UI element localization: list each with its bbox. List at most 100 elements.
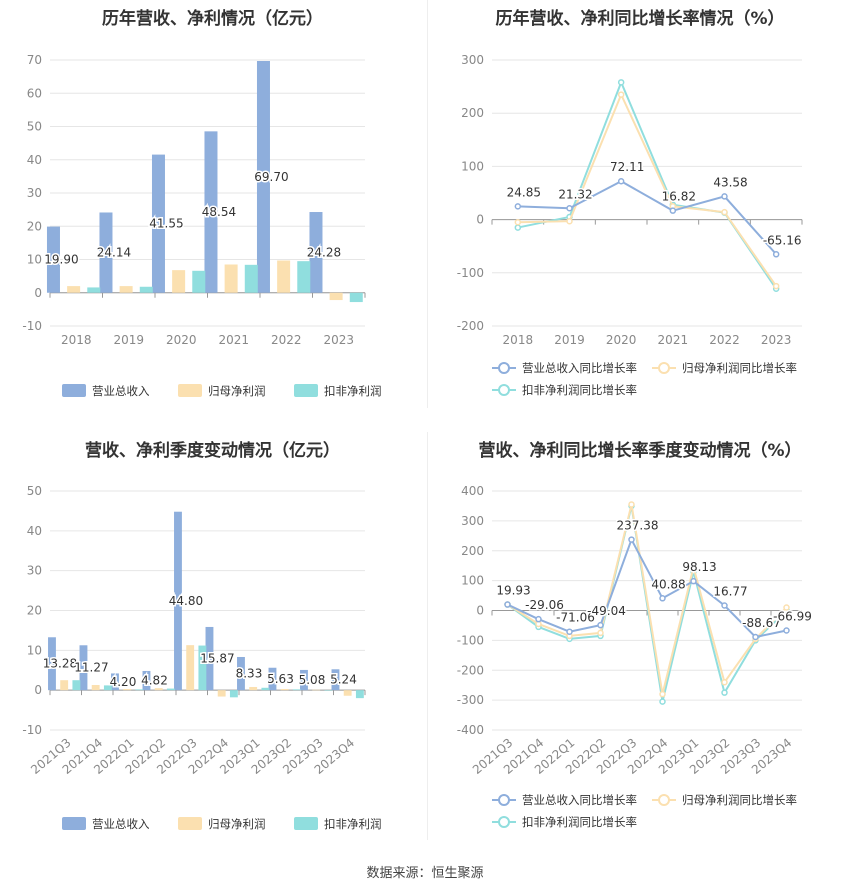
annual-amount-chart-panel: 历年营收、净利情况（亿元） -10 0 10 20 30 40 50 60 70 2018 2019…: [0, 0, 425, 410]
series-point: [783, 604, 790, 611]
x-tick-label: 2021: [218, 333, 249, 347]
bar-deducted-profit: [261, 687, 270, 691]
data-label: 24.85: [507, 185, 541, 199]
bar-revenue: [237, 656, 245, 691]
y-tick-label: 30: [27, 564, 42, 578]
bar-revenue: [48, 637, 56, 691]
y-tick-label: 0: [34, 683, 42, 697]
series-point: [669, 207, 677, 214]
series-point: [783, 627, 790, 634]
y-tick-label: 0: [34, 286, 42, 300]
legend: 营业总收入 归母净利润 扣非净利润: [62, 817, 382, 831]
legend-label: 营业总收入同比增长率: [522, 361, 637, 375]
y-tick-label: 70: [27, 53, 42, 67]
quarterly-growth-chart-panel: 营收、净利同比增长率季度变动情况（%） -400 -300 -200 -100 0 100…: [430, 432, 850, 842]
bar-revenue: [256, 60, 270, 293]
x-tick-label: 2022: [271, 333, 302, 347]
bar-deducted-profit: [103, 685, 112, 691]
legend-label: 扣非净利润同比增长率: [522, 815, 637, 829]
data-label: 13.28: [43, 657, 77, 671]
legend-swatch: [62, 817, 86, 830]
series-line-revenue-growth: [517, 180, 777, 255]
legend-label: 扣非净利润: [324, 384, 382, 398]
data-label: -65.16: [763, 233, 802, 247]
y-tick-label: 0: [476, 604, 484, 618]
data-label: 16.77: [713, 584, 747, 598]
annual-amount-chart: -10 0 10 20 30 40 50 60 70 2018 2019 2020 2021 2022 20…: [22, 53, 382, 398]
bar-net-profit: [312, 689, 321, 691]
panel-divider-bottom: [427, 432, 428, 840]
x-tick-label: 2023: [761, 333, 792, 347]
series-point: [617, 79, 625, 86]
bar-deducted-profit: [355, 690, 364, 699]
series-point: [659, 595, 666, 602]
series-point: [721, 689, 728, 696]
chart-title: 营收、净利季度变动情况（亿元）: [85, 441, 340, 461]
annual-growth-chart-panel: 历年营收、净利同比增长率情况（%） -200 -100 0 100 200 300 2018…: [430, 0, 850, 410]
y-tick-label: 10: [27, 253, 42, 267]
legend-label: 归母净利润同比增长率: [682, 793, 797, 807]
bar-deducted-profit: [292, 689, 301, 691]
data-label: 98.13: [682, 560, 716, 574]
x-tick-label: 2019: [113, 333, 144, 347]
bar-net-profit: [249, 686, 258, 691]
series-point: [514, 203, 522, 210]
bar-net-profit: [329, 292, 343, 301]
y-tick-label: 100: [461, 159, 484, 173]
data-label: 11.27: [74, 661, 108, 675]
data-label: 72.11: [610, 160, 644, 174]
x-tick-label: 2020: [606, 333, 637, 347]
bar-revenue: [331, 669, 340, 691]
y-tick-label: 50: [27, 120, 42, 134]
data-label: -88.67: [742, 616, 781, 630]
bar-net-profit: [277, 260, 291, 293]
bar-deducted-profit: [192, 270, 206, 293]
data-label: 4.20: [110, 675, 137, 689]
data-label: 43.58: [713, 175, 747, 189]
legend-label: 扣非净利润同比增长率: [522, 383, 637, 397]
y-tick-label: -10: [22, 319, 42, 333]
x-tick-label: 2022: [709, 333, 740, 347]
bar-deducted-profit: [87, 287, 101, 293]
legend-swatch-marker: [658, 362, 670, 374]
panel-divider-top: [427, 0, 428, 408]
quarterly-amount-chart-panel: 营收、净利季度变动情况（亿元） -10 0 10 20 30 40 50 2021Q3 2021…: [0, 432, 425, 842]
bar-net-profit: [67, 286, 81, 293]
y-tick-label: 30: [27, 186, 42, 200]
series-line-net-profit-growth: [506, 504, 788, 695]
bar-net-profit: [123, 688, 132, 691]
bar-net-profit: [172, 270, 186, 293]
series-point: [772, 282, 780, 290]
data-label: 5.63: [267, 672, 294, 686]
x-tick-label: 2023: [323, 333, 354, 347]
y-tick-label: 300: [461, 514, 484, 528]
legend-swatch: [178, 817, 202, 830]
bar-net-profit: [154, 688, 163, 691]
series-point: [514, 219, 522, 226]
data-label: 8.33: [236, 667, 263, 681]
series-point: [566, 628, 573, 635]
x-tick-label: 2018: [61, 333, 92, 347]
series-point: [597, 629, 604, 637]
data-label: -29.06: [525, 598, 564, 612]
bar-net-profit: [280, 688, 289, 691]
series-point: [628, 501, 635, 508]
y-tick-label: 60: [27, 86, 42, 100]
bar-net-profit: [60, 680, 69, 691]
series-point: [721, 602, 728, 609]
y-tick-label: 40: [27, 153, 42, 167]
bar-deducted-profit: [324, 690, 333, 691]
bar-deducted-profit: [198, 645, 207, 691]
data-label: 24.14: [97, 246, 131, 260]
bar-net-profit: [217, 690, 226, 697]
bar-revenue: [79, 645, 88, 691]
y-tick-label: 20: [27, 219, 42, 233]
bar-revenue: [142, 670, 151, 691]
bar-deducted-profit: [229, 690, 238, 698]
chart-title: 历年营收、净利情况（亿元）: [102, 9, 323, 29]
legend-label: 归母净利润: [208, 817, 266, 831]
legend-swatch-marker: [498, 794, 510, 806]
legend-label: 营业总收入: [92, 817, 150, 831]
y-tick-label: -100: [457, 633, 484, 647]
